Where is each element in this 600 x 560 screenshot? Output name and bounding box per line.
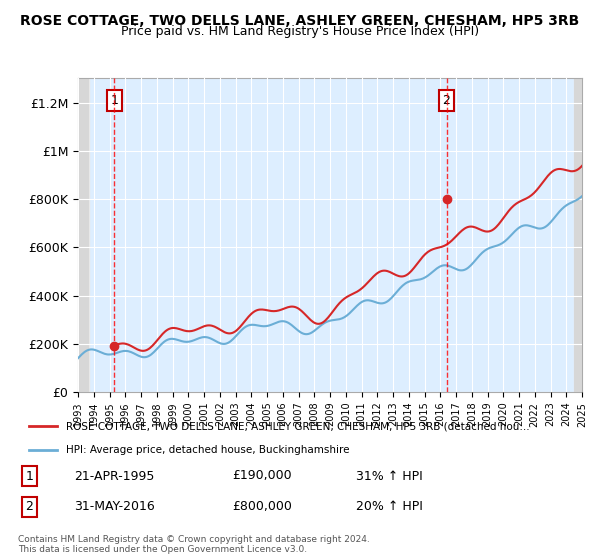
Text: 31% ↑ HPI: 31% ↑ HPI <box>356 469 423 483</box>
Text: Contains HM Land Registry data © Crown copyright and database right 2024.
This d: Contains HM Land Registry data © Crown c… <box>18 535 370 554</box>
Text: 31-MAY-2016: 31-MAY-2016 <box>74 500 155 514</box>
Bar <box>574 78 590 392</box>
Text: 2: 2 <box>443 94 451 107</box>
Text: ROSE COTTAGE, TWO DELLS LANE, ASHLEY GREEN, CHESHAM, HP5 3RB: ROSE COTTAGE, TWO DELLS LANE, ASHLEY GRE… <box>20 14 580 28</box>
Text: ROSE COTTAGE, TWO DELLS LANE, ASHLEY GREEN, CHESHAM, HP5 3RB (detached hou…: ROSE COTTAGE, TWO DELLS LANE, ASHLEY GRE… <box>66 421 530 431</box>
Text: 1: 1 <box>25 469 33 483</box>
Bar <box>78 78 89 392</box>
Text: 21-APR-1995: 21-APR-1995 <box>74 469 155 483</box>
Text: HPI: Average price, detached house, Buckinghamshire: HPI: Average price, detached house, Buck… <box>66 445 349 455</box>
Text: 20% ↑ HPI: 20% ↑ HPI <box>356 500 423 514</box>
Text: Price paid vs. HM Land Registry's House Price Index (HPI): Price paid vs. HM Land Registry's House … <box>121 25 479 38</box>
Text: 2: 2 <box>25 500 33 514</box>
Bar <box>78 78 89 392</box>
Text: 1: 1 <box>110 94 118 107</box>
Bar <box>574 78 582 392</box>
Text: £190,000: £190,000 <box>232 469 292 483</box>
Text: £800,000: £800,000 <box>232 500 292 514</box>
